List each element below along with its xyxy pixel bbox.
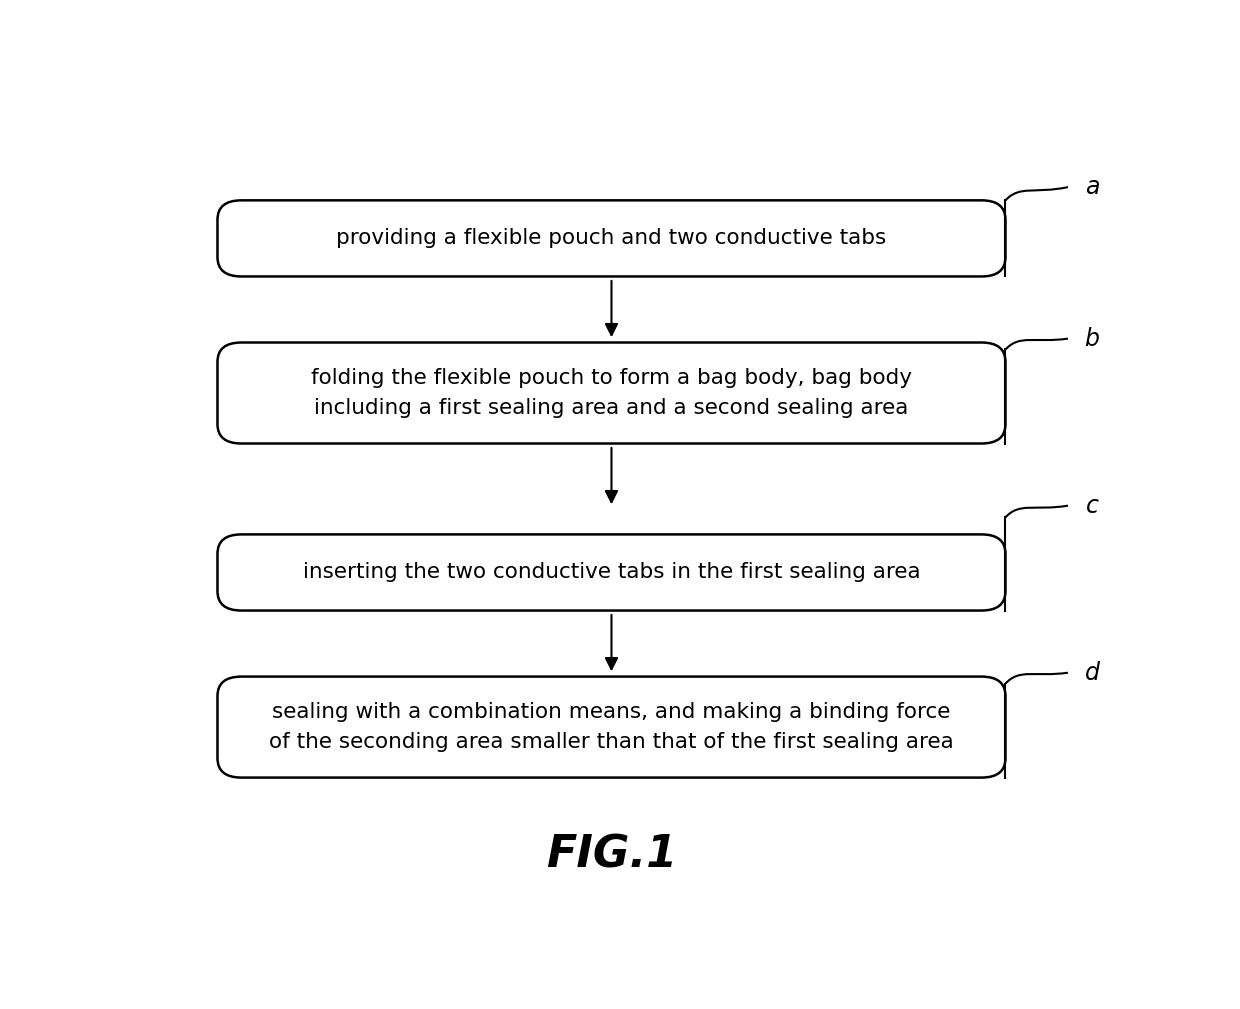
Text: inserting the two conductive tabs in the first sealing area: inserting the two conductive tabs in the… bbox=[303, 562, 920, 582]
FancyBboxPatch shape bbox=[217, 342, 1006, 444]
Text: d: d bbox=[1085, 661, 1100, 685]
FancyBboxPatch shape bbox=[217, 535, 1006, 610]
Text: c: c bbox=[1085, 493, 1099, 518]
Text: FIG.1: FIG.1 bbox=[546, 833, 677, 877]
Text: a: a bbox=[1085, 176, 1099, 199]
FancyBboxPatch shape bbox=[217, 201, 1006, 276]
Text: b: b bbox=[1085, 327, 1100, 350]
Text: providing a flexible pouch and two conductive tabs: providing a flexible pouch and two condu… bbox=[336, 228, 887, 248]
Text: folding the flexible pouch to form a bag body, bag body
including a first sealin: folding the flexible pouch to form a bag… bbox=[311, 368, 911, 418]
FancyBboxPatch shape bbox=[217, 677, 1006, 778]
Text: sealing with a combination means, and making a binding force
of the seconding ar: sealing with a combination means, and ma… bbox=[269, 702, 954, 753]
